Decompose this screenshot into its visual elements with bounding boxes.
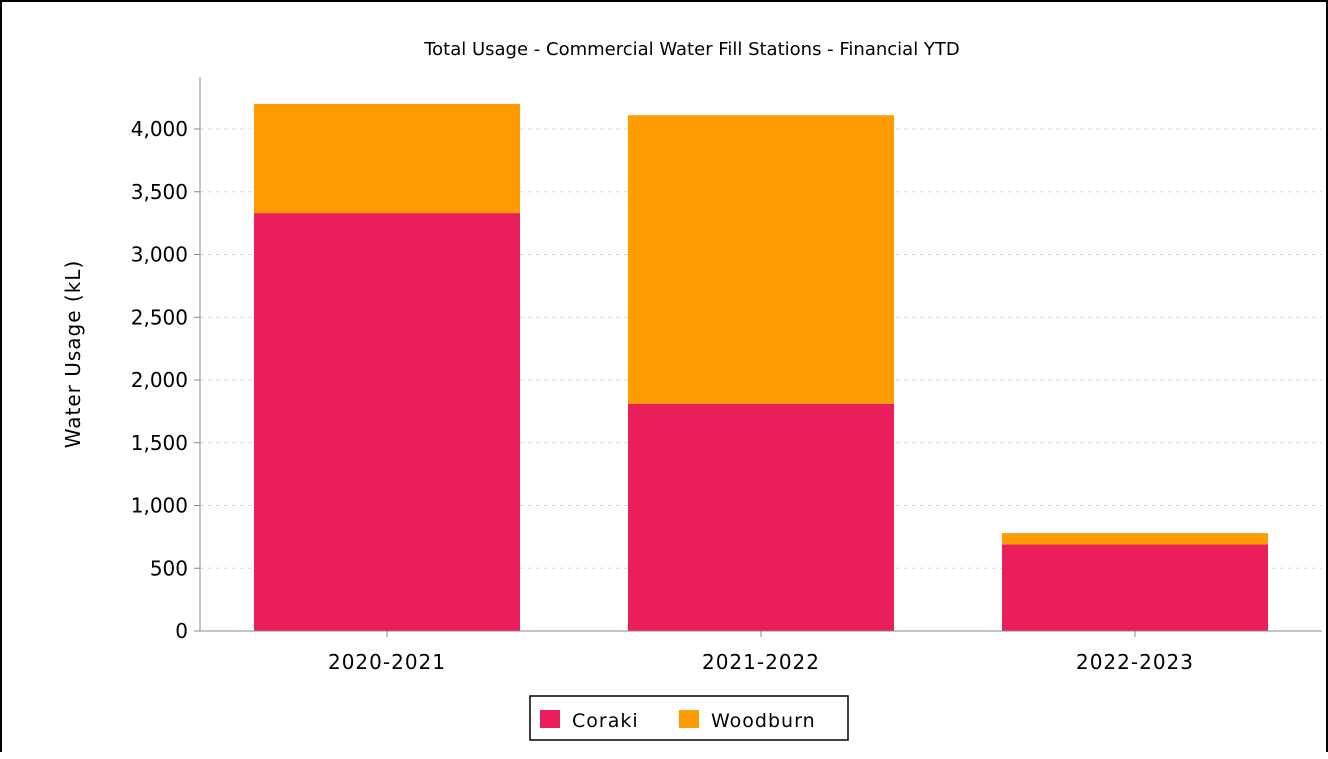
y-tick-label: 4,000 [131,117,188,141]
bar-coraki-2021-2022 [628,403,894,631]
bar-woodburn-2022-2023 [1002,533,1268,545]
bar-woodburn-2021-2022 [628,115,894,404]
x-tick-label: 2021-2022 [702,650,820,674]
legend-swatch-coraki [540,710,560,728]
x-tick-label: 2022-2023 [1076,650,1194,674]
bar-coraki-2022-2023 [1002,544,1268,631]
legend-swatch-woodburn [679,710,699,728]
y-tick-label: 3,500 [131,180,188,204]
y-tick-label: 0 [175,619,188,643]
legend-label-coraki: Coraki [572,710,639,732]
y-tick-label: 1,000 [131,494,188,518]
chart-title: Total Usage - Commercial Water Fill Stat… [423,39,960,60]
x-tick-label: 2020-2021 [328,650,446,674]
y-tick-label: 3,000 [131,243,188,267]
bars-group [254,103,1268,631]
y-tick-label: 2,000 [131,368,188,392]
bar-woodburn-2020-2021 [254,103,520,214]
y-tick-label: 500 [150,556,188,580]
x-tick-labels: 2020-2021 2021-2022 2022-2023 [328,631,1194,674]
y-tick-label: 1,500 [131,431,188,455]
legend-label-woodburn: Woodburn [711,710,816,732]
legend: Coraki Woodburn [529,695,849,741]
y-tick-label: 2,500 [131,305,188,329]
y-axis-label: Water Usage (kL) [61,260,85,448]
bar-coraki-2020-2021 [254,213,520,631]
y-tick-labels: 0 500 1,000 1,500 2,000 2,500 3,000 3,500 4,000 [131,117,200,643]
